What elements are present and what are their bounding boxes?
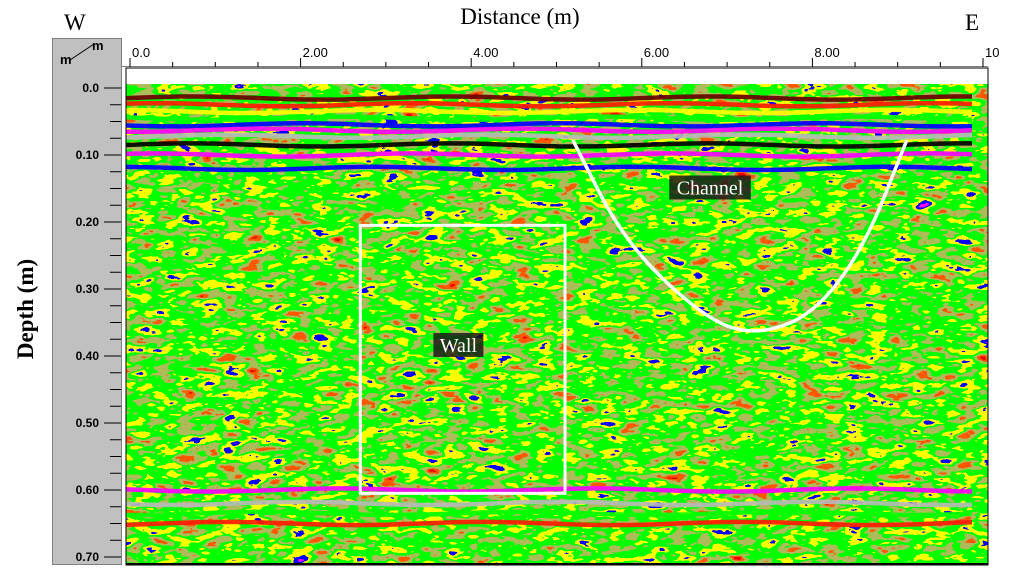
reflector-band — [126, 107, 973, 116]
depth-ruler — [52, 38, 122, 565]
x-tick-label: 6.00 — [644, 45, 669, 60]
y-tick-label: 0.70 — [76, 550, 100, 564]
x-tick-label: 2.00 — [303, 45, 328, 60]
corner-divider — [69, 43, 95, 61]
wall-outline — [358, 223, 567, 495]
reflector-band — [126, 114, 973, 122]
annotation-label-bg — [669, 175, 751, 200]
channel-label: Channel — [677, 178, 744, 200]
y-tick-label: 0.30 — [76, 282, 100, 296]
annotation-label-bg — [433, 332, 484, 357]
reflector-band — [126, 499, 973, 508]
reflector-band — [126, 141, 972, 149]
reflector-band — [126, 164, 973, 173]
y-tick-label: 0.20 — [76, 215, 100, 229]
y-tick-label: 0.10 — [76, 148, 100, 162]
corner-unit-left: m — [60, 52, 72, 67]
reflector-band — [126, 151, 973, 159]
reflector-band — [126, 519, 973, 528]
east-label: E — [965, 10, 980, 35]
wall-label: Wall — [440, 335, 478, 357]
reflector-band — [126, 94, 972, 102]
air-gap — [126, 68, 988, 84]
x-tick-label: 0.0 — [132, 45, 150, 60]
radargram-texture — [126, 68, 988, 565]
plot-bottom-edge — [126, 563, 988, 565]
reflector-band — [126, 486, 973, 494]
y-tick-label: 0.50 — [76, 416, 100, 430]
x-tick-label: 8.00 — [814, 45, 839, 60]
west-label: W — [64, 10, 86, 35]
x-tick-label: 10 — [985, 45, 999, 60]
channel-outline — [571, 139, 908, 333]
reflector-band — [126, 509, 973, 518]
reflector-band — [126, 126, 973, 135]
corner-unit-top: m — [92, 38, 104, 53]
reflector-band — [126, 121, 973, 129]
x-tick-label: 4.00 — [473, 45, 498, 60]
reflector-band — [126, 100, 973, 109]
y-tick-label: 0.60 — [76, 483, 100, 497]
reflector-band — [126, 132, 973, 141]
chart-title: Distance (m) — [460, 4, 580, 29]
y-tick-label: 0.40 — [76, 349, 100, 363]
distance-ruler — [122, 38, 988, 67]
y-tick-label: 0.0 — [82, 81, 99, 95]
plot-frame — [125, 67, 989, 566]
